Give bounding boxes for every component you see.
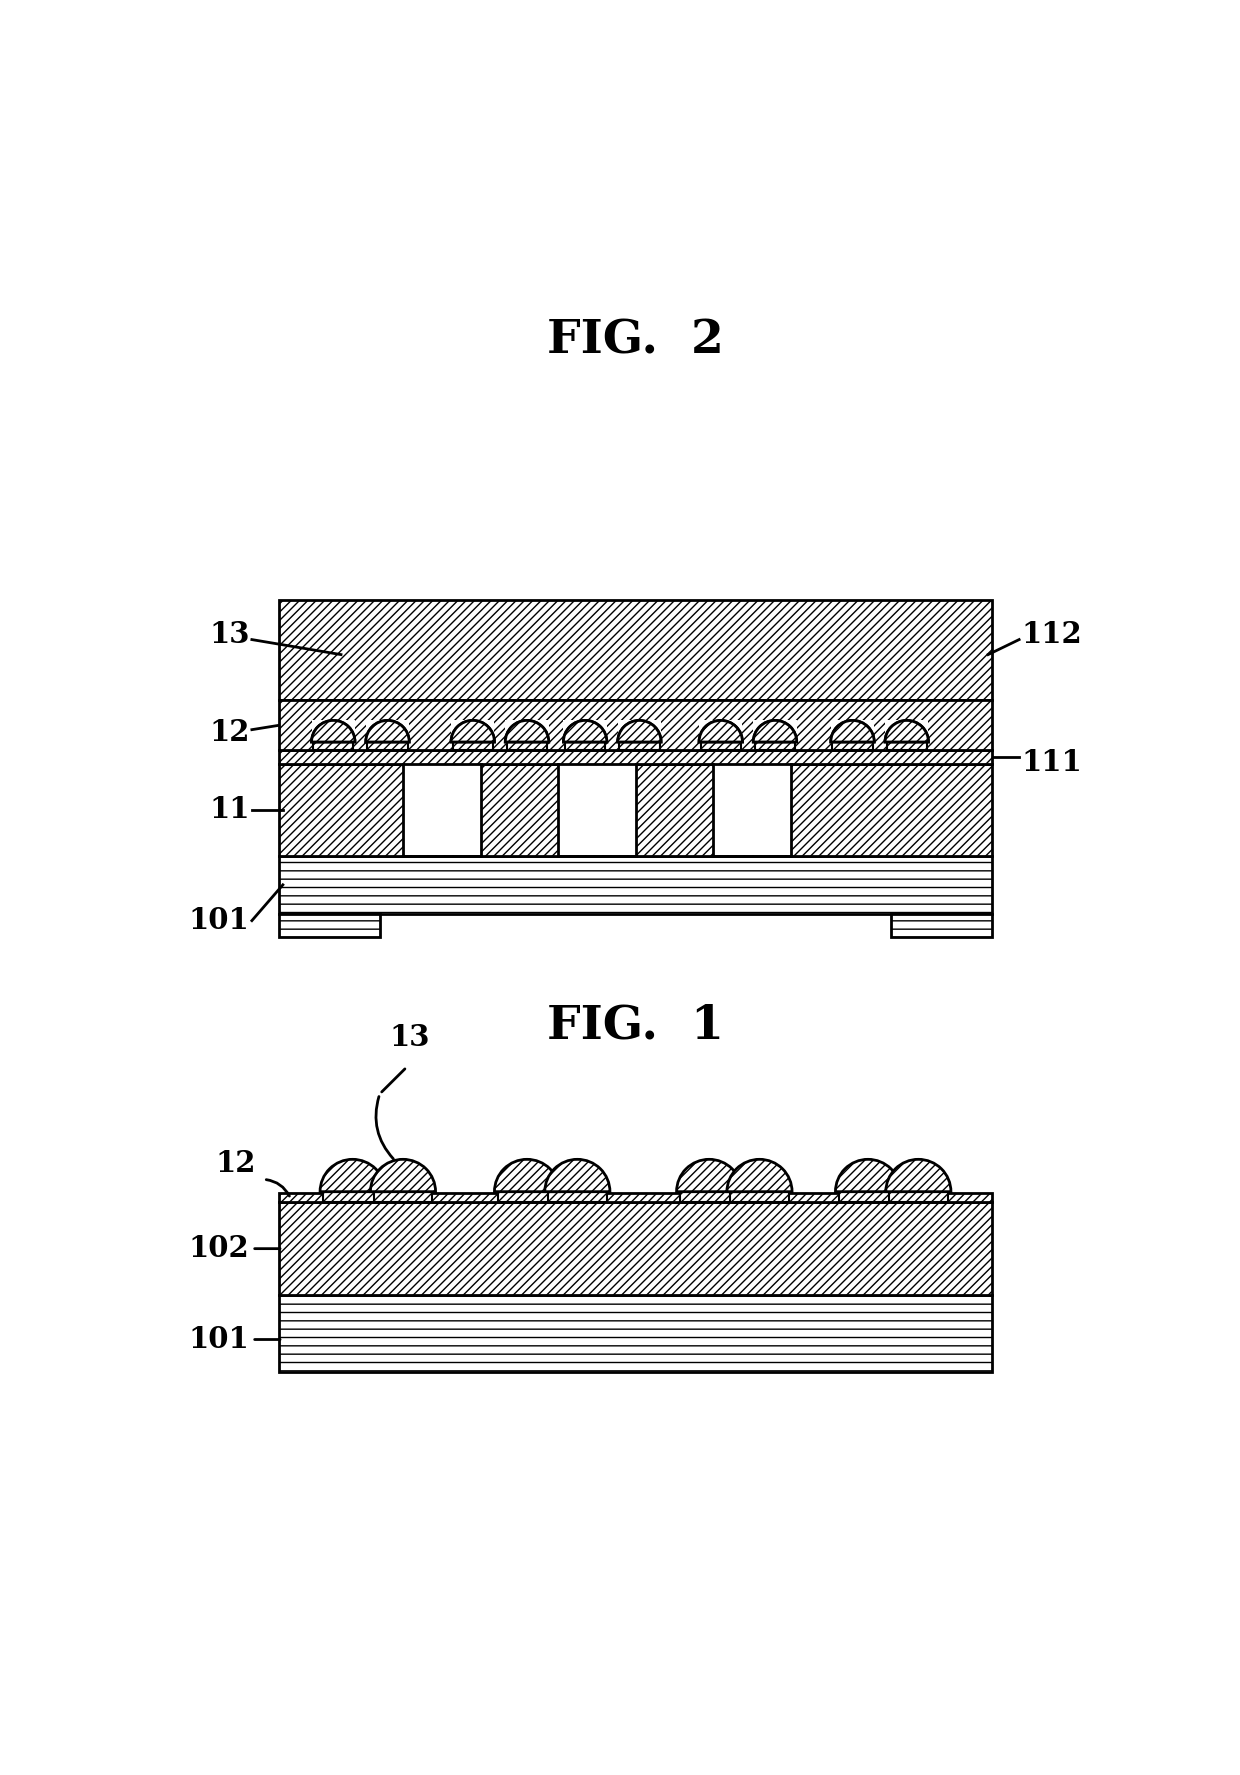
Bar [680,1191,739,1202]
Bar [619,742,660,749]
Wedge shape [320,1159,386,1191]
Wedge shape [831,721,874,742]
Wedge shape [831,721,874,742]
Bar [831,721,874,742]
Text: FIG.  2: FIG. 2 [547,318,724,364]
Wedge shape [495,1159,559,1191]
Wedge shape [563,721,606,742]
Wedge shape [311,721,355,742]
Wedge shape [699,721,743,742]
Wedge shape [371,1159,435,1191]
Text: 112: 112 [1022,619,1083,650]
Bar [832,742,873,749]
Bar [497,1191,557,1202]
Wedge shape [754,721,797,742]
Bar [279,1193,992,1202]
Wedge shape [506,721,549,742]
Bar [755,742,795,749]
Bar [565,742,605,749]
Bar [838,1191,898,1202]
Bar [279,749,992,763]
Bar [279,600,992,699]
Bar [312,742,353,749]
Bar [453,742,494,749]
Text: 12: 12 [216,1150,255,1179]
Bar [558,765,635,856]
Bar [506,721,549,742]
Wedge shape [311,721,355,742]
Text: 13: 13 [389,1022,429,1051]
Text: 101: 101 [188,905,249,935]
Wedge shape [885,721,929,742]
Bar [367,742,408,749]
Bar [311,721,355,742]
Bar [279,1202,992,1294]
Bar [618,721,661,742]
Bar [730,1191,789,1202]
Text: 101: 101 [188,1324,249,1354]
Bar [892,914,992,937]
Wedge shape [544,1159,610,1191]
Bar [279,699,992,749]
Wedge shape [451,721,495,742]
Wedge shape [754,721,797,742]
Text: 11: 11 [210,795,249,824]
Bar [889,1191,947,1202]
Bar [403,765,481,856]
Wedge shape [366,721,409,742]
Wedge shape [451,721,495,742]
Text: 102: 102 [188,1234,249,1264]
Bar [366,721,409,742]
Bar [373,1191,433,1202]
Wedge shape [727,1159,792,1191]
Text: 13: 13 [210,619,249,650]
Bar [754,721,797,742]
Bar [563,721,606,742]
Bar [699,721,743,742]
Bar [279,856,992,914]
Bar [279,763,992,856]
Text: 111: 111 [1022,749,1083,777]
Bar [324,1191,382,1202]
Bar [279,914,379,937]
Bar [507,742,547,749]
Wedge shape [506,721,549,742]
Wedge shape [885,721,929,742]
Wedge shape [699,721,743,742]
Wedge shape [836,1159,900,1191]
Bar [548,1191,606,1202]
Bar [887,742,926,749]
Wedge shape [563,721,606,742]
Wedge shape [366,721,409,742]
Text: 12: 12 [210,717,249,747]
Bar [451,721,495,742]
Wedge shape [618,721,661,742]
Wedge shape [618,721,661,742]
Text: FIG.  1: FIG. 1 [547,1003,724,1049]
Bar [885,721,929,742]
Bar [279,1294,992,1372]
Wedge shape [885,1159,951,1191]
Bar [713,765,791,856]
Wedge shape [677,1159,742,1191]
Bar [701,742,742,749]
